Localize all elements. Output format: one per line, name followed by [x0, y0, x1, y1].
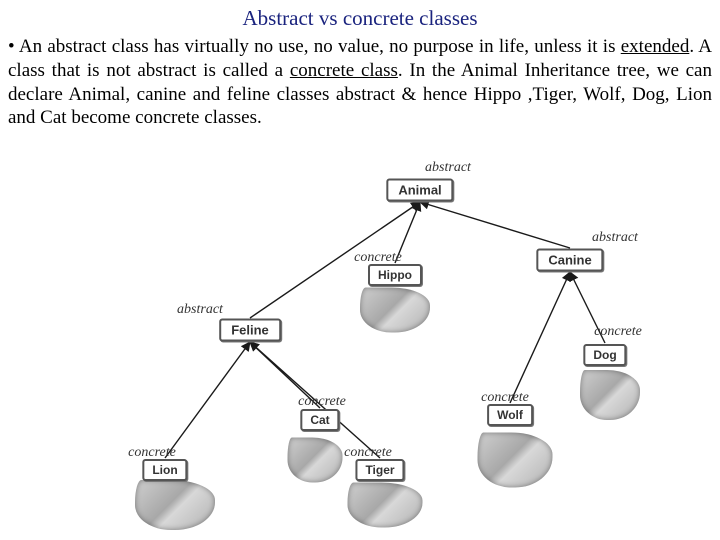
class-node-canine: Canine	[536, 249, 603, 272]
tree-edge	[420, 202, 570, 248]
stereotype-label: abstract	[592, 230, 638, 246]
class-node-wolf: Wolf	[487, 404, 533, 426]
stereotype-label: abstract	[425, 160, 471, 176]
underline-concrete-class: concrete class	[290, 60, 398, 81]
class-node-dog: Dog	[583, 344, 626, 366]
class-node-cat: Cat	[300, 409, 339, 431]
inheritance-tree: Animal Hippo Canine Feline Dog Wolf Cat Tiger Li…	[0, 160, 720, 540]
class-node-hippo: Hippo	[368, 264, 422, 286]
body-paragraph: • An abstract class has virtually no use…	[0, 31, 720, 130]
para-1: An abstract class has virtually no use, …	[19, 36, 621, 57]
underline-extended: extended	[621, 36, 690, 57]
stereotype-label: abstract	[177, 302, 223, 318]
stereotype-label: concrete	[344, 445, 392, 461]
class-node-lion: Lion	[142, 459, 187, 481]
class-node-feline: Feline	[219, 319, 281, 342]
stereotype-label: concrete	[128, 445, 176, 461]
class-node-tiger: Tiger	[355, 459, 404, 481]
bullet: •	[8, 36, 19, 57]
tree-edge	[165, 342, 250, 458]
stereotype-label: concrete	[354, 250, 402, 266]
tree-edge	[510, 272, 570, 403]
stereotype-label: concrete	[298, 394, 346, 410]
class-node-animal: Animal	[386, 179, 453, 202]
stereotype-label: concrete	[594, 324, 642, 340]
stereotype-label: concrete	[481, 390, 529, 406]
page-title: Abstract vs concrete classes	[0, 0, 720, 31]
